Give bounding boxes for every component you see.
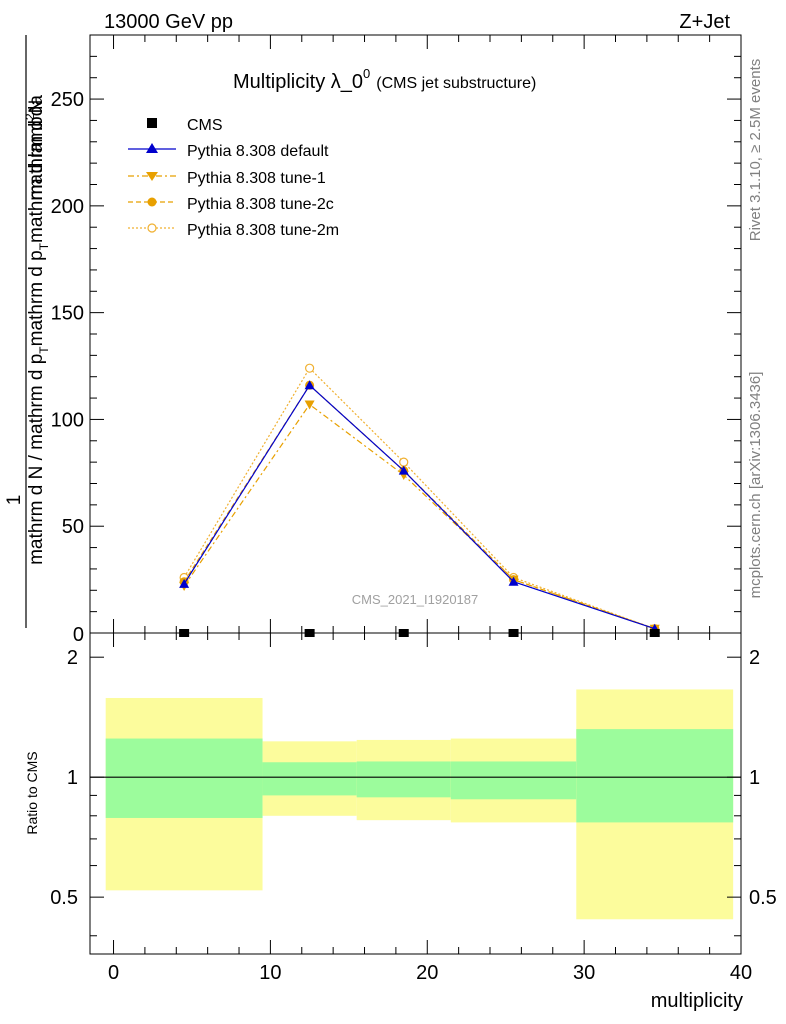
ratio-y-tick-label-left: 0.5 — [50, 887, 78, 909]
x-tick-label: 0 — [108, 962, 119, 984]
y-label-denominator: mathrm d N / mathrm d pTmathrm d pTmathr… — [26, 95, 51, 565]
series-default-point — [508, 576, 519, 586]
ratio-y-tick-label-right: 2 — [749, 647, 760, 669]
ratio-y-tick-label-right: 1 — [749, 767, 760, 789]
series-default-point — [398, 465, 409, 475]
ratio-band-green — [356, 761, 451, 798]
y-tick-label-zero: 0 — [73, 624, 84, 646]
series-default-point — [304, 380, 315, 390]
ratio-band-green — [262, 762, 357, 796]
ratio-bands — [90, 689, 741, 920]
series-tune1-point — [304, 400, 315, 410]
ratio-frame — [89, 632, 742, 955]
ratio-y-tick-label-left: 2 — [67, 647, 78, 669]
ratio-y-axis-label: Ratio to CMS — [24, 751, 40, 834]
process-label: Z+Jet — [679, 11, 730, 33]
series-tune2m-point — [399, 457, 409, 467]
legend-tune1-marker — [146, 172, 158, 181]
legend-tune2m-marker — [147, 223, 157, 233]
legend-cms-label: CMS — [187, 117, 223, 134]
y-tick-label: 50 — [62, 516, 84, 538]
series-default-point — [179, 578, 190, 588]
series-tune2m-line — [183, 367, 655, 630]
x-axis-label: multiplicity — [651, 990, 743, 1012]
y-tick-label: 100 — [51, 409, 84, 431]
y-tick-label: 250 — [51, 89, 84, 111]
ratio-y-tick-label-right: 0.5 — [749, 887, 777, 909]
mcplots-label: mcplots.cern.ch [arXiv:1306.3436] — [747, 372, 764, 599]
y-label-numerator: mathrm d2N — [23, 100, 47, 201]
y-tick-label: 150 — [51, 303, 84, 325]
rivet-label: Rivet 3.1.10, ≥ 2.5M events — [747, 59, 764, 242]
legend-tune2m-label: Pythia 8.308 tune-2m — [187, 222, 339, 239]
energy-label: 13000 GeV pp — [104, 11, 233, 33]
ratio-band-green — [105, 738, 263, 818]
legend-default-label: Pythia 8.308 default — [187, 143, 329, 160]
ratio-axis-ticks: 0.5 0.51 12 20 10 20 30 40 — [50, 633, 777, 984]
y-label-one: 1 — [4, 495, 25, 506]
chart-title: Multiplicity λ_00(CMS jet substructure) — [233, 66, 536, 93]
legend-tune2c-marker — [147, 197, 157, 207]
ratio-y-tick-label-left: 1 — [67, 767, 78, 789]
x-tick-label: 10 — [259, 962, 281, 984]
main-panel: 50 100 150 200 250 0 Multiplicity λ_00(CMS je… — [4, 34, 742, 646]
ratio-panel: 0.5 0.51 12 20 10 20 30 40 Ratio to CMS multipl… — [24, 632, 777, 1012]
x-tick-label: 20 — [416, 962, 438, 984]
ratio-band-green — [576, 729, 734, 823]
x-tick-label: 30 — [573, 962, 595, 984]
legend-tune2c-label: Pythia 8.308 tune-2c — [187, 196, 334, 213]
y-tick-label: 200 — [51, 196, 84, 218]
legend-default-marker — [146, 143, 158, 153]
main-axis-ticks: 50 100 150 200 250 0 — [51, 34, 742, 646]
legend-cms-marker — [147, 118, 157, 128]
main-y-axis-label: mathrm d2N 1 mathrm d N / mathrm d pTmat… — [4, 35, 51, 628]
legend-tune1-label: Pythia 8.308 tune-1 — [187, 170, 326, 187]
ratio-band-green — [450, 761, 577, 800]
analysis-label: CMS_2021_I1920187 — [352, 592, 479, 607]
series-tune2m-point — [305, 363, 315, 373]
legend: CMS Pythia 8.308 default Pythia 8.308 tu… — [128, 117, 339, 239]
x-tick-label: 40 — [730, 962, 752, 984]
